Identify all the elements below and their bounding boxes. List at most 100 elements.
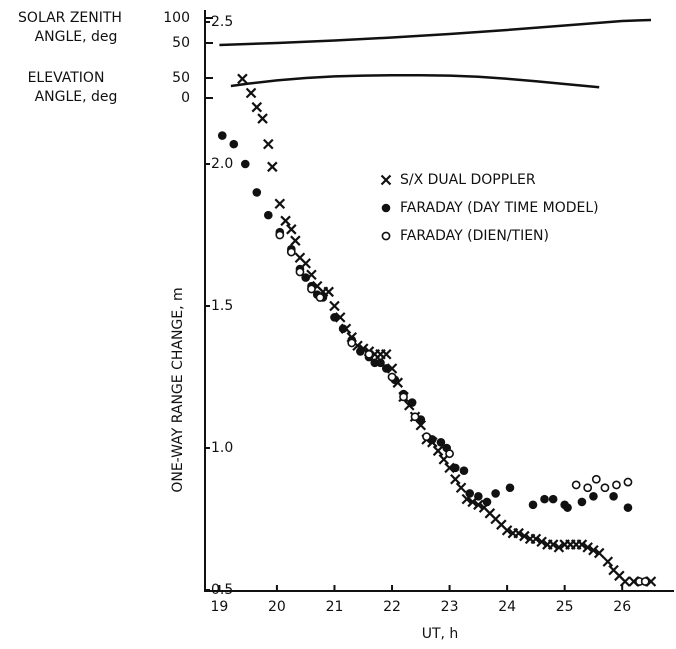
marker-x (582, 542, 593, 553)
marker-x (286, 224, 297, 235)
marker-dot (240, 159, 250, 169)
marker-x (473, 499, 484, 511)
marker-x (245, 87, 257, 99)
marker-circle (347, 338, 357, 348)
marker-x (588, 544, 599, 556)
elevation-label: ANGLE, deg (35, 89, 118, 105)
marker-x (290, 235, 301, 246)
marker-x (380, 349, 392, 360)
marker-x (263, 138, 274, 150)
legend-marker (381, 203, 391, 213)
marker-circle (410, 412, 420, 422)
marker-x (553, 542, 565, 553)
marker-x (619, 576, 631, 587)
marker-circle (315, 293, 325, 302)
curve (219, 18, 652, 47)
marker-circle (571, 480, 581, 490)
marker-dot (482, 497, 492, 507)
marker-x (329, 300, 340, 312)
curve (230, 73, 600, 89)
marker-x (432, 445, 444, 457)
marker-circle (640, 577, 650, 586)
marker-dot (451, 463, 460, 473)
marker-dot (589, 491, 598, 501)
marker-dot (474, 491, 483, 501)
x-axis-label: UT, h (422, 626, 459, 642)
x-tick-label: 26 (613, 599, 631, 615)
x-tick-label: 22 (383, 599, 401, 615)
marker-dot (356, 347, 365, 356)
x-tick-label: 20 (268, 599, 286, 615)
marker-dot (465, 489, 475, 498)
marker-circle (600, 483, 610, 493)
marker-circle (445, 449, 454, 459)
y-tick-label: 2.5 (211, 14, 233, 30)
y-tick-label: 1.0 (211, 440, 233, 456)
marker-circle (591, 474, 601, 484)
marker-dot (338, 324, 348, 334)
marker-dot (330, 313, 339, 322)
marker-circle (422, 432, 431, 442)
marker-dot (563, 503, 572, 512)
marker-x (576, 539, 588, 550)
legend-label: S/X DUAL DOPPLER (400, 172, 536, 188)
marker-circle (583, 483, 593, 493)
marker-x (530, 533, 542, 545)
x-tick-label: 21 (326, 599, 344, 615)
marker-dot (528, 500, 538, 510)
y-tick-label: 50 (172, 70, 190, 86)
y-tick-label: 0.5 (211, 582, 233, 598)
elevation-label: ELEVATION (28, 70, 105, 86)
y-tick-label: 2.0 (211, 156, 233, 172)
marker-x (593, 547, 605, 559)
zenith-label: SOLAR ZENITH (18, 10, 122, 26)
marker-circle (612, 480, 621, 490)
marker-dot (229, 139, 239, 149)
marker-circle (387, 372, 397, 382)
marker-dot (217, 131, 227, 140)
legend-marker (381, 231, 391, 241)
marker-dot (577, 497, 587, 507)
marker-x (547, 539, 559, 550)
marker-x (450, 473, 461, 485)
marker-x (267, 161, 278, 173)
marker-dot (459, 466, 469, 476)
marker-circle (623, 477, 633, 487)
x-tick-label: 19 (210, 599, 228, 615)
marker-circle (275, 230, 285, 240)
marker-dot (407, 398, 417, 407)
marker-dot (491, 489, 500, 498)
legend-label: FARADAY (DIEN/TIEN) (400, 228, 549, 244)
marker-x (536, 536, 547, 547)
marker-dot (381, 364, 391, 373)
marker-circle (364, 349, 374, 359)
marker-x (257, 113, 268, 124)
marker-dot (376, 358, 385, 368)
marker-dot (609, 491, 618, 501)
marker-x (513, 527, 524, 539)
marker-x (602, 556, 614, 567)
marker-circle (286, 247, 296, 257)
marker-dot (623, 503, 633, 512)
marker-dot (252, 188, 262, 197)
marker-circle (307, 284, 316, 294)
x-tick-label: 23 (441, 599, 459, 615)
marker-x (455, 482, 467, 494)
zenith-label: ANGLE, deg (35, 29, 118, 45)
y-axis-label: ONE-WAY RANGE CHANGE, m (170, 287, 186, 492)
marker-x (251, 101, 263, 113)
marker-dot (505, 483, 515, 493)
marker-dot (264, 210, 273, 220)
marker-dot (548, 494, 558, 504)
legend-label: FARADAY (DAY TIME MODEL) (400, 200, 599, 216)
y-tick-label: 0 (181, 90, 190, 106)
marker-x (501, 525, 513, 536)
marker-x (274, 198, 286, 210)
marker-x (519, 530, 530, 542)
y-tick-label: 1.5 (211, 298, 233, 314)
marker-x (280, 215, 291, 227)
x-tick-label: 24 (498, 599, 516, 615)
y-tick-label: 100 (163, 10, 190, 26)
marker-circle (399, 392, 408, 402)
